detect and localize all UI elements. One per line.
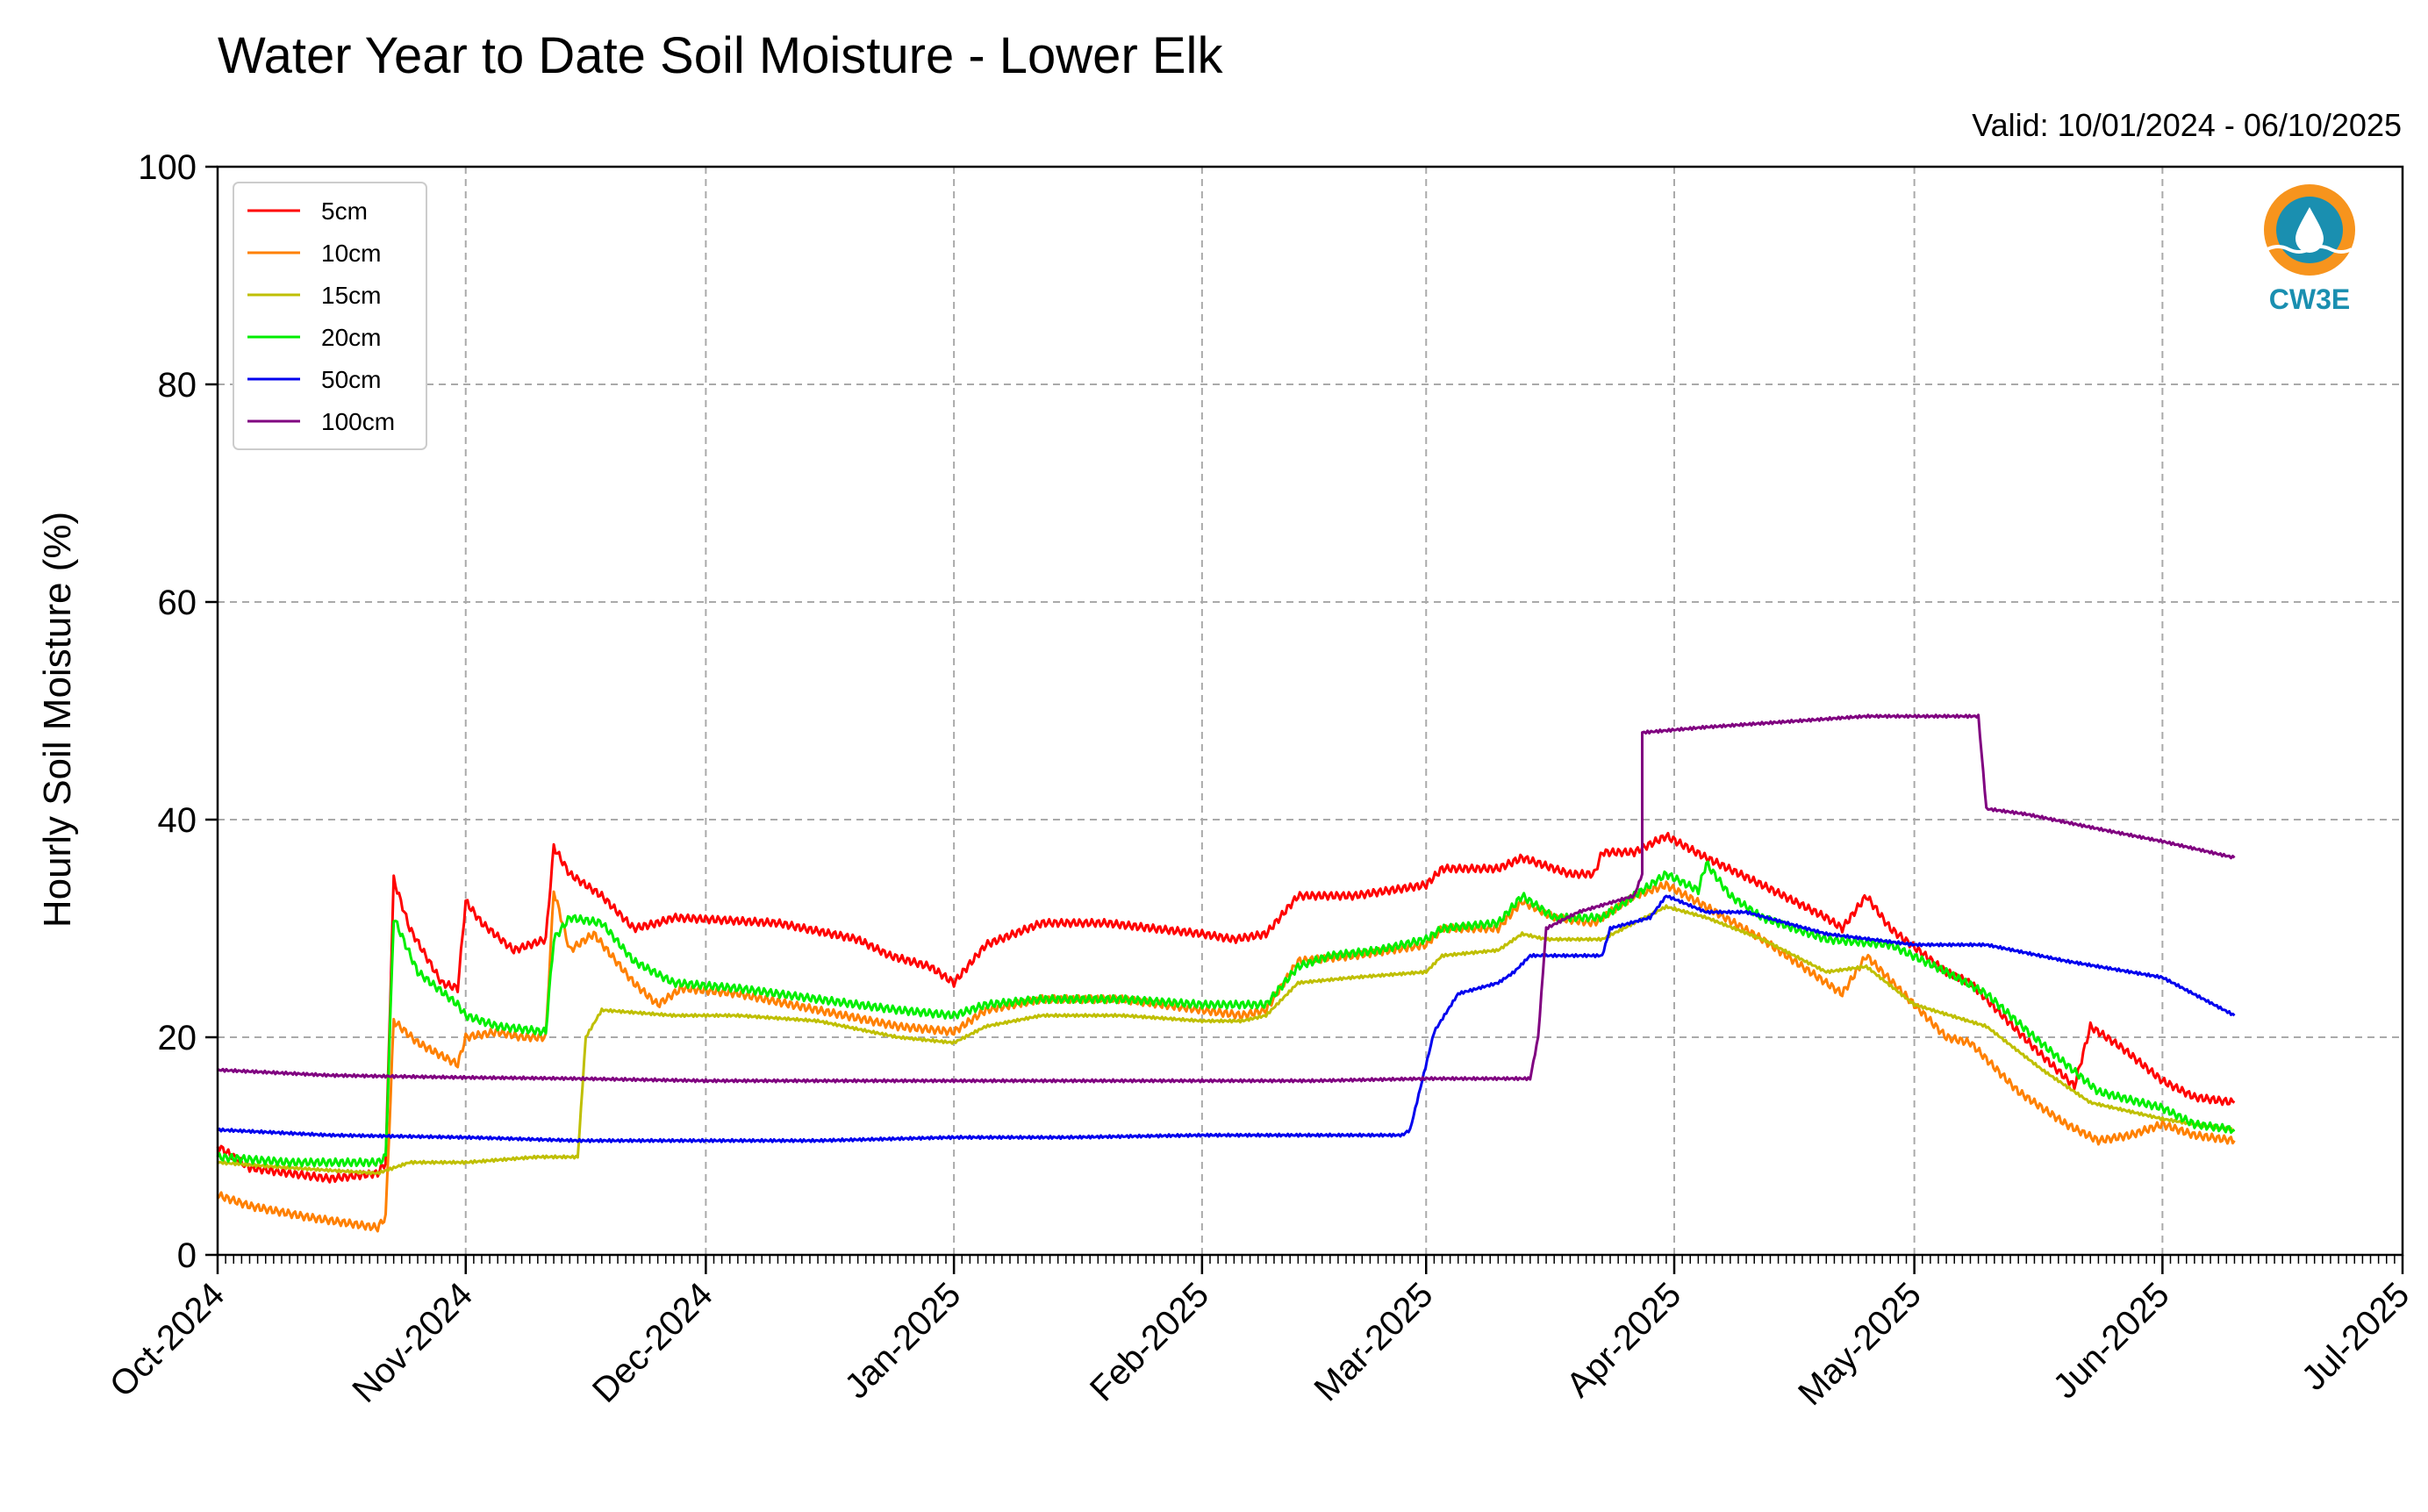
legend-label: 10cm: [321, 240, 381, 267]
x-tick-label: Dec-2024: [585, 1275, 720, 1410]
y-tick-label: 80: [158, 366, 197, 405]
plot-frame: [216, 165, 2404, 1257]
logo-text: CW3E: [2269, 283, 2350, 315]
series-line-50cm: [217, 894, 2236, 1143]
y-axis-label: Hourly Soil Moisture (%): [36, 512, 79, 928]
x-tick-label: Jun-2025: [2046, 1275, 2177, 1406]
y-tick-label: 60: [158, 584, 197, 622]
logo-waves: [2267, 245, 2353, 254]
series-layer: [216, 713, 2236, 1233]
legend-box: [233, 182, 427, 450]
series-line-20cm: [216, 860, 2236, 1168]
legend: 5cm 10cm 15cm 20cm 50cm 100cm: [233, 182, 427, 450]
y-tick-label: 20: [158, 1019, 197, 1057]
y-tick-label: 0: [177, 1236, 197, 1275]
series-line-10cm: [216, 880, 2236, 1233]
x-tick-label: Nov-2024: [345, 1275, 480, 1410]
series-line-15cm: [217, 904, 2236, 1176]
axes-layer: 0 20 40 60 80 100 Oct-2024 Nov-2024 Dec-2024 Jan-…: [103, 148, 2417, 1413]
series-line-5cm: [216, 831, 2236, 1184]
legend-label: 15cm: [321, 282, 381, 309]
chart-title: Water Year to Date Soil Moisture - Lower…: [218, 27, 1223, 84]
legend-label: 5cm: [321, 197, 368, 225]
series-line-100cm: [217, 713, 2236, 1084]
x-tick-label: Feb-2025: [1083, 1275, 1216, 1408]
x-tick-label: Oct-2024: [103, 1275, 232, 1404]
legend-label: 50cm: [321, 366, 381, 393]
chart-subtitle: Valid: 10/01/2024 - 06/10/2025: [1972, 107, 2402, 143]
x-tick-label: Jul-2025: [2295, 1275, 2417, 1398]
legend-label: 100cm: [321, 408, 395, 435]
y-tick-label: 40: [158, 801, 197, 840]
x-tick-label: Apr-2025: [1559, 1275, 1688, 1404]
x-tick-label: Jan-2025: [837, 1275, 968, 1406]
water-drop-icon: [2295, 207, 2324, 253]
cw3e-logo: CW3E: [2264, 184, 2355, 315]
x-tick-label: Mar-2025: [1307, 1275, 1440, 1408]
x-tick-label: May-2025: [1791, 1275, 1929, 1413]
legend-label: 20cm: [321, 324, 381, 351]
y-tick-label: 100: [138, 148, 197, 187]
